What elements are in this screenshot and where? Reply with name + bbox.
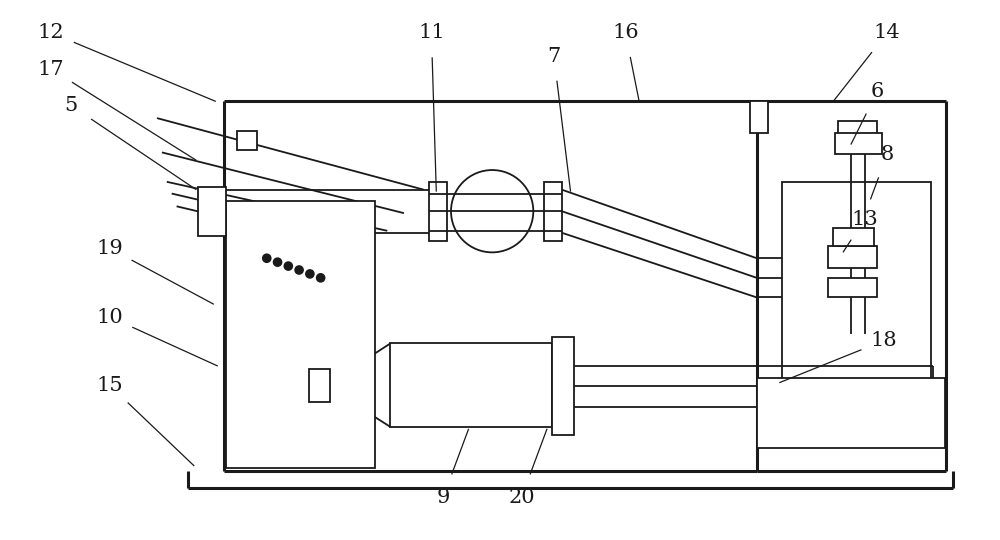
Text: 19: 19 (97, 239, 123, 258)
Bar (838, 121, 877, 151)
Text: 12: 12 (38, 23, 64, 42)
Bar (835, 133, 882, 154)
Bar (226, 201, 375, 468)
Bar (390, 343, 552, 427)
Text: 9: 9 (436, 488, 450, 507)
Circle shape (263, 254, 271, 262)
Text: 17: 17 (38, 59, 64, 79)
Circle shape (295, 266, 303, 274)
Bar (750, 102, 768, 133)
Text: 5: 5 (64, 96, 77, 115)
Text: 8: 8 (880, 145, 894, 164)
Bar (828, 246, 877, 268)
Bar (833, 228, 874, 246)
Circle shape (451, 170, 533, 252)
Bar (309, 369, 330, 402)
Text: 16: 16 (612, 23, 639, 42)
Bar (757, 378, 945, 448)
Bar (198, 187, 226, 235)
Text: 15: 15 (97, 376, 123, 395)
Bar (828, 278, 877, 298)
Text: 13: 13 (851, 210, 878, 228)
Bar (782, 182, 931, 395)
Text: 10: 10 (97, 308, 123, 327)
Text: 18: 18 (871, 331, 897, 350)
Text: 20: 20 (508, 488, 535, 507)
Circle shape (306, 270, 314, 278)
Text: 7: 7 (547, 47, 561, 66)
Bar (237, 131, 257, 151)
Text: 11: 11 (418, 23, 445, 42)
Bar (552, 336, 574, 435)
Circle shape (273, 258, 282, 266)
Text: 6: 6 (871, 82, 884, 101)
Text: 14: 14 (874, 23, 900, 42)
Bar (429, 182, 447, 241)
Circle shape (284, 262, 292, 270)
Circle shape (317, 274, 325, 282)
Bar (544, 182, 562, 241)
